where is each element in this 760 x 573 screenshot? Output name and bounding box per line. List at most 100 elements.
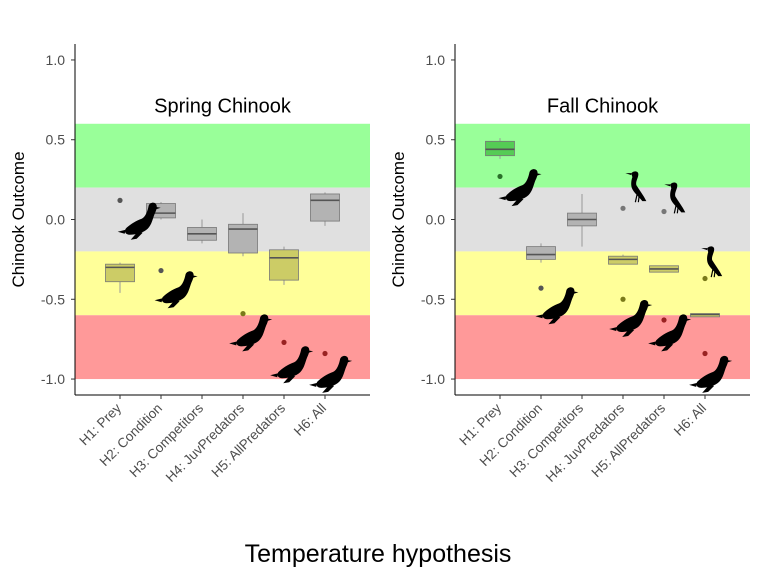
box-body (269, 249, 299, 281)
sea-lion-flipper (661, 343, 674, 352)
sea-lion-tail (498, 196, 507, 201)
sea-lion-flipper (322, 384, 335, 393)
sea-lion-tail (229, 341, 238, 346)
x-tick-label: H3: Competitors (507, 400, 587, 480)
outlier-point (240, 311, 246, 317)
outlier-point (322, 350, 328, 357)
sea-lion-snout (346, 359, 353, 363)
outlier-point (661, 208, 667, 215)
sea-lion-tail (535, 314, 544, 319)
sea-lion-tail (154, 298, 163, 303)
sea-lion-tail (309, 382, 318, 387)
x-tick-label: H5: AllPredators (209, 400, 289, 480)
outcome-band (455, 315, 750, 380)
outcome-band (75, 251, 370, 316)
sea-lion-icon (154, 271, 198, 309)
outlier-point (117, 197, 123, 203)
y-tick-label: 1.0 (426, 52, 446, 68)
y-tick-label: -1.0 (41, 371, 65, 387)
sea-lion-flipper (130, 231, 143, 240)
y-tick-label: 0.5 (46, 132, 66, 148)
cormorant-body (707, 246, 723, 277)
outcome-band (75, 315, 370, 380)
cormorant-legs (710, 268, 716, 278)
x-tick-label: H3: Competitors (127, 400, 207, 480)
sea-lion-snout (535, 173, 542, 177)
cormorant-body (670, 182, 686, 213)
sea-lion-body (542, 287, 575, 320)
outcome-band (455, 251, 750, 316)
sea-lion-flipper (511, 198, 524, 207)
y-tick-label: 0.0 (46, 212, 66, 228)
outlier-point (281, 339, 287, 345)
sea-lion-body (505, 169, 538, 202)
sea-lion-body (236, 314, 269, 347)
y-tick-label: -0.5 (421, 291, 445, 307)
outlier-point (620, 296, 626, 302)
sea-lion-icon (309, 355, 353, 393)
cormorant-legs (634, 193, 640, 203)
sea-lion-snout (191, 275, 198, 279)
sea-lion-tail (609, 327, 618, 332)
outlier-point (538, 285, 544, 291)
sea-lion-flipper (242, 343, 255, 352)
sea-lion-icon (270, 346, 314, 384)
y-tick-label: 0.5 (426, 132, 446, 148)
sea-lion-snout (726, 359, 733, 363)
y-tick-label: -0.5 (41, 291, 65, 307)
panel-title: Fall Chinook (547, 96, 659, 118)
sea-lion-icon (535, 287, 579, 325)
cormorant-legs (673, 204, 679, 214)
y-axis-title: Chinook Outcome (389, 151, 408, 287)
outlier-point (497, 173, 503, 180)
sea-lion-body (125, 202, 157, 235)
cormorant-beak (625, 173, 632, 176)
sea-lion-icon (648, 314, 692, 352)
outlier-point (620, 205, 626, 211)
sea-lion-body (161, 271, 194, 304)
sea-lion-icon (229, 314, 273, 352)
panel-fall-chinook: Fall Chinook 1.0 0.5 0.0 -0.5 -1.0 Chinook Out… (389, 44, 750, 485)
sea-lion-icon (609, 299, 653, 338)
y-tick-label: -1.0 (421, 371, 445, 387)
y-axis-title: Chinook Outcome (9, 151, 28, 287)
sea-lion-tail (270, 373, 279, 378)
sea-lion-tail (648, 341, 657, 346)
sea-lion-tail (117, 229, 126, 234)
sea-lion-flipper (167, 300, 180, 309)
outlier-point (702, 350, 708, 357)
cormorant-icon (664, 182, 686, 214)
cormorant-beak (701, 248, 708, 251)
sea-lion-snout (266, 318, 273, 322)
cormorant-icon (625, 171, 647, 203)
sea-lion-snout (646, 304, 653, 308)
cormorant-icon (701, 246, 723, 278)
x-tick-label: H6: All (671, 401, 709, 439)
sea-lion-flipper (702, 384, 715, 393)
box-body (526, 246, 556, 260)
outcome-band (455, 187, 750, 252)
panel-spring-chinook: Spring Chinook 1.0 0.5 0.0 -0.5 -1.0 Chinook O… (9, 44, 370, 485)
sea-lion-body (616, 299, 649, 333)
sea-lion-flipper (622, 329, 635, 338)
sea-lion-tail (689, 382, 698, 387)
x-tick-label: H5: AllPredators (589, 400, 669, 480)
outlier-point (661, 317, 667, 323)
sea-lion-snout (307, 350, 314, 354)
sea-lion-snout (685, 318, 692, 322)
cormorant-body (631, 171, 647, 202)
cormorant-beak (664, 184, 671, 187)
sea-lion-snout (154, 206, 161, 210)
outlier-point (702, 275, 708, 282)
outcome-band (75, 123, 370, 188)
sea-lion-icon (689, 355, 733, 393)
sea-lion-body (277, 346, 310, 379)
panel-title: Spring Chinook (154, 96, 292, 118)
box-body (310, 193, 340, 222)
outlier-point (158, 267, 164, 274)
y-tick-label: 1.0 (46, 52, 66, 68)
box-body (105, 263, 135, 283)
sea-lion-icon (498, 169, 542, 207)
